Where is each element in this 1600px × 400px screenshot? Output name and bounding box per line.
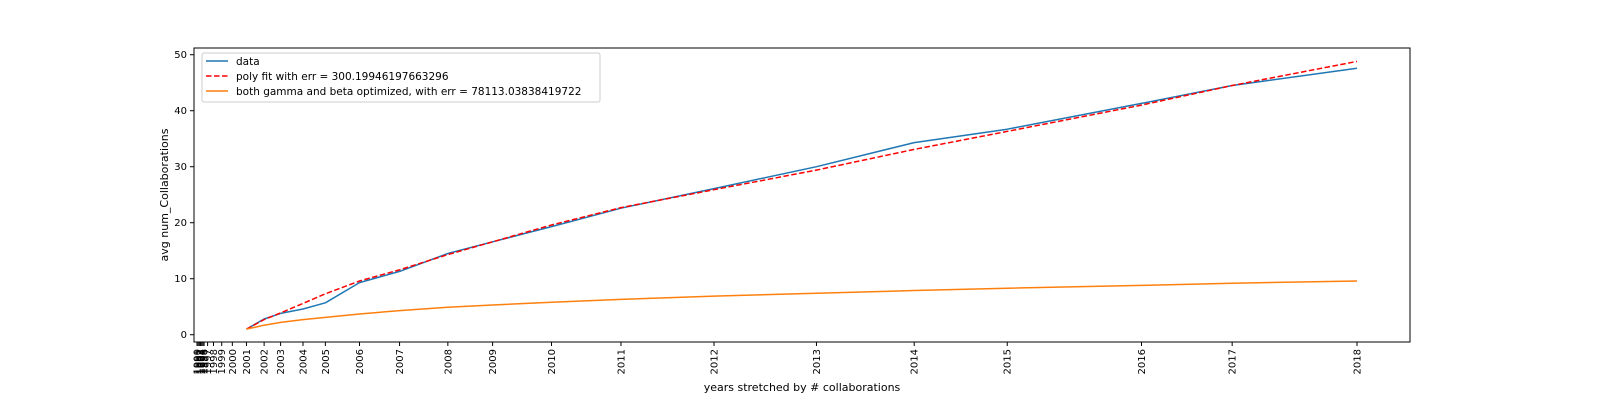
x-axis: 1990199119921993199419951996199719981999… (193, 342, 1364, 374)
x-tick-label: 2016 (1137, 349, 1148, 374)
y-tick-label: 20 (174, 218, 187, 229)
x-tick-label: 2010 (547, 349, 558, 374)
y-tick-label: 30 (174, 162, 187, 173)
x-tick-label: 2000 (228, 349, 239, 374)
x-tick-label: 1991 (194, 349, 205, 374)
x-tick-label: 2014 (910, 349, 921, 374)
series-line-3 (246, 280, 1358, 330)
x-tick-label: 2011 (616, 349, 627, 374)
x-tick-label: 1990 (193, 349, 204, 374)
x-tick-label: 1992 (195, 349, 206, 374)
x-tick-label: 2007 (395, 349, 406, 374)
legend-label-1: data (236, 56, 260, 68)
x-tick-label: 2004 (298, 349, 309, 374)
y-tick-label: 10 (174, 274, 187, 285)
x-tick-label: 2017 (1228, 349, 1239, 374)
x-tick-label: 1993 (196, 349, 207, 374)
x-tick-label: 2003 (276, 349, 287, 374)
x-tick-label: 2013 (812, 349, 823, 374)
x-axis-label: years stretched by # collaborations (704, 381, 901, 394)
x-tick-label: 2006 (355, 349, 366, 374)
x-tick-label: 1998 (209, 349, 220, 374)
legend-box (201, 52, 601, 103)
plot-frame (193, 47, 1411, 343)
x-tick-label: 1996 (200, 349, 211, 374)
x-tick-label: 1994 (197, 349, 208, 374)
y-tick-label: 50 (174, 50, 187, 61)
y-axis: 0 10 20 30 40 50 (174, 50, 194, 341)
y-axis-label: avg num_Collaborations (158, 128, 171, 261)
y-tick-label: 0 (181, 330, 187, 341)
x-tick-label: 2002 (260, 349, 271, 374)
x-tick-label: 2008 (443, 349, 454, 374)
x-tick-label: 2018 (1353, 349, 1364, 374)
legend-label-3: both gamma and beta optimized, with err … (236, 86, 581, 98)
series-line-1 (246, 67, 1358, 330)
x-tick-label: 1997 (203, 349, 214, 374)
x-tick-label: 2001 (242, 349, 253, 374)
x-tick-label: 2009 (488, 349, 499, 374)
plot-lines (246, 60, 1358, 330)
x-tick-label: 2015 (1003, 349, 1014, 374)
x-tick-label: 2012 (709, 349, 720, 374)
legend: data poly fit with err = 300.199461976632… (201, 52, 601, 103)
x-tick-label: 2005 (321, 349, 332, 374)
legend-label-2: poly fit with err = 300.19946197663296 (236, 71, 449, 83)
y-tick-label: 40 (174, 106, 187, 117)
x-tick-label: 1999 (217, 349, 228, 374)
x-tick-label: 1995 (198, 349, 209, 374)
series-line-2 (246, 60, 1358, 330)
